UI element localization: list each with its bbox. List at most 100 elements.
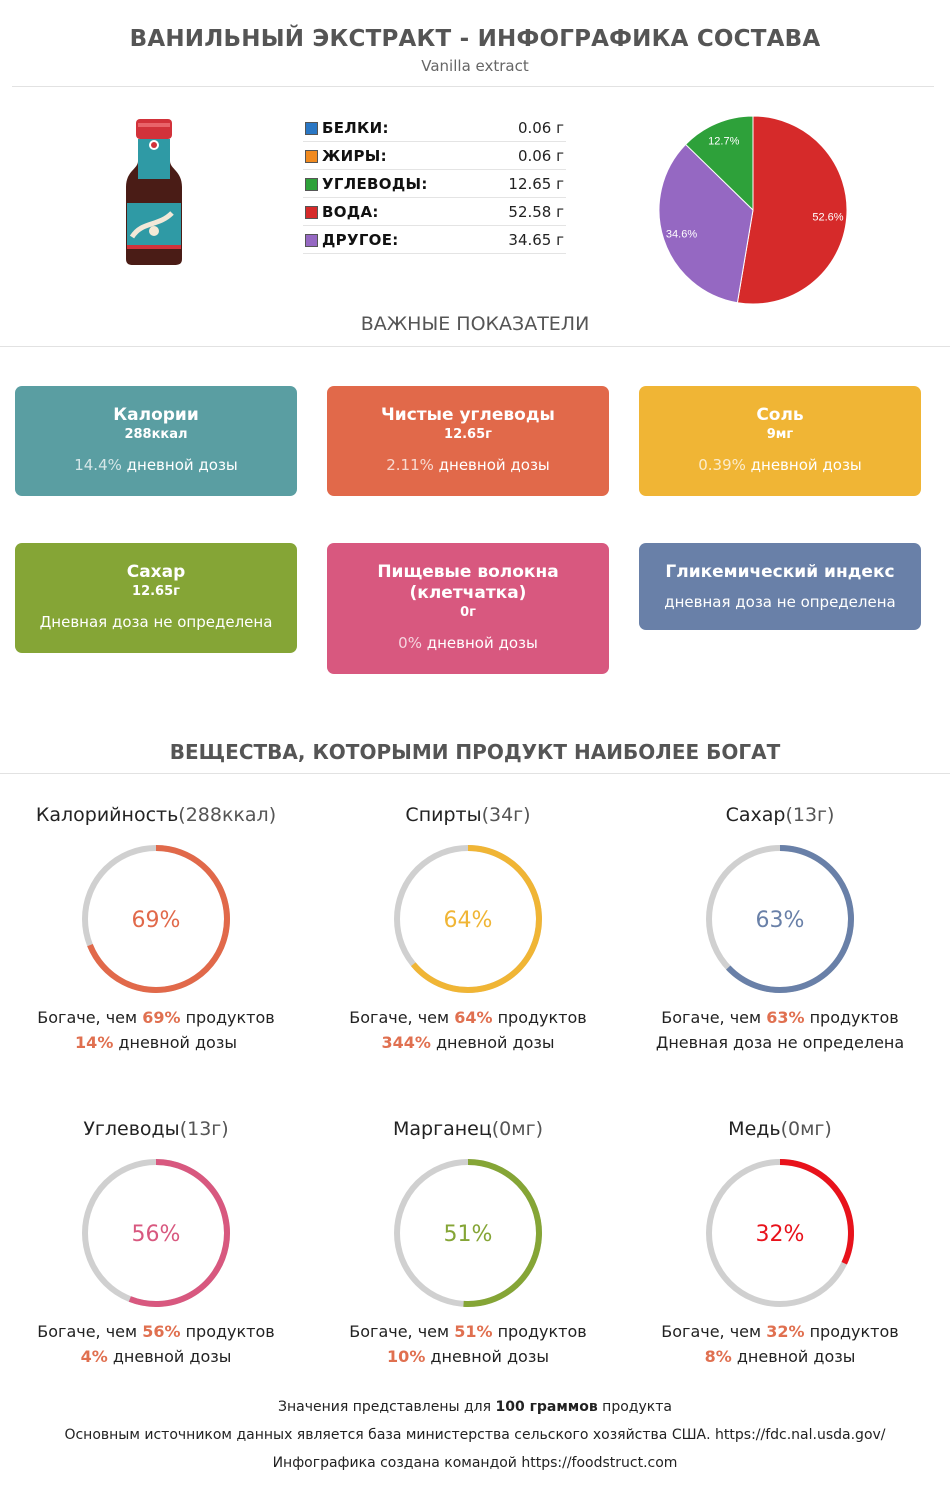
ring-manganese: Марганец(0мг) 51% Богаче, чем 51% продук… (318, 1118, 618, 1366)
composition-row: БЕЛКИ: 0.06 г (303, 114, 566, 142)
ring-chart: 69% (82, 845, 230, 993)
ring-chart: 64% (394, 845, 542, 993)
ring-sugar: Сахар(13г) 63% Богаче, чем 63% продуктов… (630, 804, 930, 1052)
ring-title: Спирты(34г) (405, 804, 531, 826)
card-value: 12.65г (444, 427, 492, 442)
card-net-carbs: Чистые углеводы 12.65г 2.11% дневной доз… (327, 386, 609, 496)
other-swatch (305, 234, 318, 247)
ring-daily-text: 14% дневной дозы (75, 1033, 237, 1052)
composition-row: ВОДА: 52.58 г (303, 198, 566, 226)
card-note: 2.11% дневной дозы (386, 456, 550, 474)
card-note: 0.39% дневной дозы (698, 456, 862, 474)
ring-percent-label: 51% (444, 1222, 493, 1247)
ring-progress-arc (463, 1159, 542, 1307)
card-value: 12.65г (132, 584, 180, 599)
ring-copper: Медь(0мг) 32% Богаче, чем 32% продуктов … (630, 1118, 930, 1366)
ring-richer-text: Богаче, чем 64% продуктов (349, 1008, 587, 1027)
vanilla-bottle-image (126, 119, 182, 265)
ring-percent-label: 56% (132, 1222, 181, 1247)
divider (0, 346, 950, 347)
pie-slice-label: 12.7% (708, 136, 739, 148)
ring-richer-text: Богаче, чем 51% продуктов (349, 1322, 587, 1341)
card-value: 9мг (766, 427, 794, 442)
card-title: Калории (113, 405, 199, 425)
composition-name: ЖИРЫ: (322, 147, 387, 165)
ring-percent-label: 63% (756, 908, 805, 933)
composition-pie-chart: 52.6% 34.6% 12.7% (658, 115, 848, 305)
ring-daily-text: 344% дневной дозы (381, 1033, 555, 1052)
water-swatch (305, 206, 318, 219)
key-indicators-heading: ВАЖНЫЕ ПОКАЗАТЕЛИ (360, 313, 590, 335)
ring-percent-label: 69% (132, 908, 181, 933)
card-title: Пищевые волокна (клетчатка) (377, 562, 559, 603)
card-note: 14.4% дневной дозы (74, 456, 238, 474)
card-note: Дневная доза не определена (39, 613, 273, 631)
page-subtitle: Vanilla extract (421, 57, 529, 75)
ring-chart: 56% (82, 1159, 230, 1307)
rich-nutrients-heading: ВЕЩЕСТВА, КОТОРЫМИ ПРОДУКТ НАИБОЛЕЕ БОГА… (169, 740, 781, 764)
card-note: дневная доза не определена (664, 593, 896, 611)
composition-value: 12.65 г (508, 175, 564, 193)
ring-daily-text: 10% дневной дозы (387, 1347, 549, 1366)
pie-slice (736, 115, 848, 305)
pie-slice-label: 52.6% (812, 211, 843, 223)
ring-chart: 63% (706, 845, 854, 993)
composition-value: 34.65 г (508, 231, 564, 249)
pie-slice-label: 34.6% (666, 228, 697, 240)
page-title: ВАНИЛЬНЫЙ ЭКСТРАКТ - ИНФОГРАФИКА СОСТАВА (129, 26, 821, 52)
pie-slice (684, 115, 754, 212)
composition-value: 52.58 г (508, 203, 564, 221)
card-title: Сахар (126, 562, 186, 582)
footer-source: Основным источником данных является база… (64, 1427, 886, 1443)
card-value: 288ккал (124, 427, 188, 442)
ring-richer-text: Богаче, чем 63% продуктов (661, 1008, 899, 1027)
ring-chart: 32% (706, 1159, 854, 1307)
carbs-swatch (305, 178, 318, 191)
ring-daily-text: Дневная доза не определена (655, 1033, 905, 1052)
ring-daily-text: 4% дневной дозы (80, 1347, 232, 1366)
card-calories: Калории 288ккал 14.4% дневной дозы (15, 386, 297, 496)
ring-progress-arc (410, 845, 542, 993)
composition-row: ДРУГОЕ: 34.65 г (303, 226, 566, 254)
composition-name: БЕЛКИ: (322, 119, 389, 137)
composition-name: ДРУГОЕ: (322, 231, 399, 249)
ring-richer-text: Богаче, чем 69% продуктов (37, 1008, 275, 1027)
divider (12, 86, 934, 87)
composition-row: УГЛЕВОДЫ: 12.65 г (303, 170, 566, 198)
ring-progress-arc (779, 1159, 854, 1265)
ring-richer-text: Богаче, чем 56% продуктов (37, 1322, 275, 1341)
ring-percent-label: 32% (756, 1222, 805, 1247)
ring-title: Углеводы(13г) (83, 1118, 229, 1140)
ring-title: Калорийность(288ккал) (35, 804, 277, 826)
ring-title: Сахар(13г) (725, 804, 835, 826)
ring-percent-label: 64% (444, 908, 493, 933)
composition-name: УГЛЕВОДЫ: (322, 175, 428, 193)
pie-slice (658, 143, 754, 304)
ring-richer-text: Богаче, чем 32% продуктов (661, 1322, 899, 1341)
ring-daily-text: 8% дневной дозы (704, 1347, 856, 1366)
composition-value: 0.06 г (517, 147, 564, 165)
divider (0, 773, 950, 774)
ring-progress-arc (128, 1159, 230, 1307)
card-note: 0% дневной дозы (398, 634, 538, 652)
ring-calories: Калорийность(288ккал) 69% Богаче, чем 69… (6, 804, 306, 1052)
card-title: Гликемический индекс (665, 562, 895, 582)
card-salt: Соль 9мг 0.39% дневной дозы (639, 386, 921, 496)
composition-row: ЖИРЫ: 0.06 г (303, 142, 566, 170)
footer-serving-note: Значения представлены для 100 граммов пр… (278, 1399, 672, 1415)
card-fiber: Пищевые волокна (клетчатка) 0г 0% дневно… (327, 543, 609, 674)
ring-alcohols: Спирты(34г) 64% Богаче, чем 64% продукто… (318, 804, 618, 1052)
card-value: 0г (460, 605, 476, 620)
ring-progress-arc (726, 845, 854, 993)
ring-title: Медь(0мг) (728, 1118, 832, 1140)
ring-carbs: Углеводы(13г) 56% Богаче, чем 56% продук… (6, 1118, 306, 1366)
card-sugar: Сахар 12.65г Дневная доза не определена (15, 543, 297, 653)
protein-swatch (305, 122, 318, 135)
composition-value: 0.06 г (517, 119, 564, 137)
composition-name: ВОДА: (322, 203, 379, 221)
composition-table: БЕЛКИ: 0.06 г ЖИРЫ: 0.06 г УГЛЕВОДЫ: 12.… (303, 114, 566, 254)
card-glycemic-index: Гликемический индекс дневная доза не опр… (639, 543, 921, 630)
card-title: Соль (756, 405, 804, 425)
fat-swatch (305, 150, 318, 163)
footer-credit: Инфографика создана командой https://foo… (272, 1455, 678, 1471)
